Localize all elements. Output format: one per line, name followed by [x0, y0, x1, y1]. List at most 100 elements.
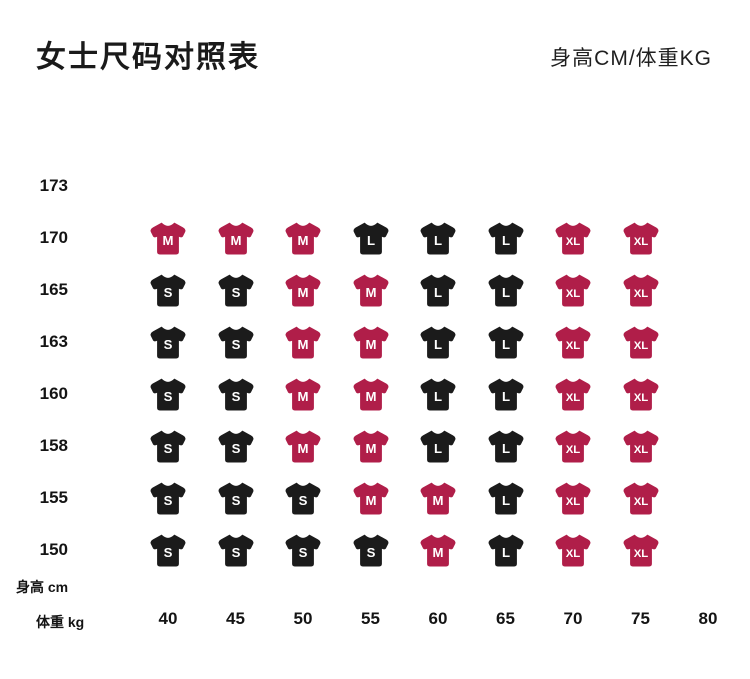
size-badge: S: [148, 272, 188, 310]
shirt-icon: M: [285, 430, 321, 463]
size-badge-label: L: [501, 233, 509, 248]
size-badge: S: [148, 428, 188, 466]
size-badge-label: XL: [566, 548, 581, 560]
unit-label: 身高CM/体重KG: [550, 47, 712, 70]
shirt-icon: M: [353, 274, 388, 307]
size-badge-label: L: [501, 493, 509, 508]
size-badge: S: [148, 324, 188, 362]
shirt-icon: L: [488, 326, 523, 359]
shirt-icon: M: [353, 482, 388, 515]
size-badge-label: S: [231, 545, 240, 560]
size-badge-label: S: [366, 545, 375, 560]
size-badge-label: S: [164, 337, 173, 352]
shirt-icon: XL: [623, 430, 658, 463]
size-badge: M: [216, 220, 256, 258]
size-badge-label: M: [365, 285, 376, 300]
size-badge-label: XL: [566, 288, 581, 300]
size-badge-label: S: [299, 493, 308, 508]
shirt-icon: L: [488, 378, 523, 411]
size-badge: L: [418, 324, 458, 362]
shirt-icon: L: [488, 222, 523, 255]
shirt-icon: XL: [623, 326, 658, 359]
size-badge-label: L: [501, 285, 509, 300]
x-tick-label: 55: [361, 609, 380, 628]
size-badge-label: XL: [633, 340, 648, 352]
size-badge-label: L: [501, 441, 509, 456]
size-badge: M: [283, 324, 323, 362]
size-badge-label: XL: [633, 288, 648, 300]
size-badge: S: [216, 480, 256, 518]
size-badge-label: M: [298, 337, 309, 352]
size-badge: M: [418, 532, 458, 570]
shirt-icon: XL: [555, 534, 591, 567]
size-badge-label: S: [231, 337, 240, 352]
size-badge-label: S: [231, 493, 240, 508]
x-tick-label: 80: [698, 609, 718, 628]
shirt-icon: L: [488, 534, 523, 567]
shirt-icon: M: [150, 222, 186, 255]
size-badge: S: [216, 272, 256, 310]
size-badge-label: XL: [633, 236, 648, 248]
shirt-icon: M: [285, 274, 321, 307]
shirt-icon: S: [353, 534, 388, 567]
shirt-icon: S: [285, 482, 321, 515]
size-badge-label: M: [298, 285, 309, 300]
x-tick-label: 65: [496, 609, 515, 628]
size-badge: XL: [621, 272, 661, 310]
y-tick-label: 165: [39, 280, 68, 299]
shirt-icon: L: [488, 274, 523, 307]
shirt-icon: XL: [555, 430, 591, 463]
size-badge: L: [486, 376, 526, 414]
size-badge: L: [486, 480, 526, 518]
size-badge: M: [418, 480, 458, 518]
shirt-icon: S: [218, 326, 253, 359]
shirt-icon: M: [218, 222, 253, 255]
size-badge-label: M: [298, 441, 309, 456]
shirt-icon: XL: [555, 326, 591, 359]
size-badge: S: [148, 376, 188, 414]
size-badge-label: XL: [633, 496, 648, 508]
shirt-icon: M: [285, 222, 321, 255]
shirt-icon: XL: [623, 274, 658, 307]
size-badge: XL: [553, 272, 593, 310]
size-badge: L: [418, 272, 458, 310]
size-badge: L: [418, 376, 458, 414]
shirt-icon: S: [150, 430, 186, 463]
shirt-icon: L: [488, 430, 523, 463]
size-badge-label: S: [299, 545, 308, 560]
size-badge-label: M: [298, 233, 309, 248]
size-badge-label: S: [231, 389, 240, 404]
y-tick-label: 173: [39, 176, 68, 195]
size-badge-label: S: [231, 285, 240, 300]
size-badge-label: L: [366, 233, 374, 248]
size-badge: XL: [553, 532, 593, 570]
shirt-icon: S: [150, 378, 186, 411]
size-badge-label: M: [230, 233, 241, 248]
x-tick-label: 40: [158, 609, 178, 628]
size-badge: L: [418, 428, 458, 466]
size-badge-label: L: [434, 389, 442, 404]
size-badge: XL: [621, 220, 661, 258]
size-badge: XL: [621, 324, 661, 362]
size-badge-label: M: [298, 389, 309, 404]
x-tick-label: 45: [226, 609, 245, 628]
size-badge: XL: [621, 428, 661, 466]
size-badge: XL: [621, 480, 661, 518]
shirt-icon: XL: [555, 222, 591, 255]
size-badge: L: [418, 220, 458, 258]
shirt-icon: L: [420, 222, 456, 255]
x-tick-label: 50: [293, 609, 313, 628]
size-badge-label: S: [164, 285, 173, 300]
shirt-icon: L: [488, 482, 523, 515]
size-badge: XL: [553, 324, 593, 362]
shirt-icon: XL: [623, 482, 658, 515]
y-tick-label: 150: [39, 540, 68, 559]
shirt-icon: S: [218, 482, 253, 515]
shirt-icon: L: [420, 274, 456, 307]
shirt-icon: S: [150, 326, 186, 359]
shirt-icon: XL: [623, 534, 658, 567]
size-badge: L: [486, 220, 526, 258]
size-badge: L: [486, 532, 526, 570]
